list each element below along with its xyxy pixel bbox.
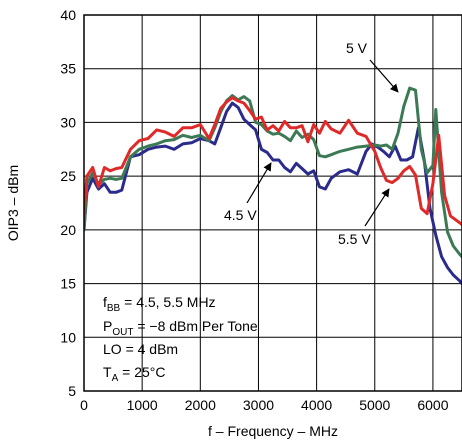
x-axis-title: f – Frequency – MHz bbox=[208, 423, 338, 439]
y-tick-label: 10 bbox=[60, 329, 76, 345]
y-tick-label: 40 bbox=[60, 7, 76, 23]
x-tick-label: 0 bbox=[80, 397, 88, 413]
series-line-5-5v bbox=[84, 96, 462, 226]
test-conditions: fBB = 4.5, 5.5 MHz POUT = −8 dBm Per Ton… bbox=[103, 294, 258, 384]
y-tick-label: 5 bbox=[68, 383, 76, 399]
annotation-5-5v-label: 5.5 V bbox=[338, 231, 371, 247]
x-tick-label: 5000 bbox=[359, 397, 390, 413]
y-tick-label: 35 bbox=[60, 61, 76, 77]
condition-fbb: fBB = 4.5, 5.5 MHz bbox=[103, 294, 216, 314]
series-layer bbox=[84, 86, 462, 286]
y-tick-label: 25 bbox=[60, 168, 76, 184]
annotation-5v-label: 5 V bbox=[346, 40, 368, 56]
annotation-5v: 5 V bbox=[346, 40, 399, 93]
annotation-4-5v-arrow bbox=[246, 162, 272, 204]
x-tick-label: 3000 bbox=[243, 397, 274, 413]
tick-labels: 5 10 15 20 25 30 35 40 0 1000 2000 3000 4000 5000 6000 bbox=[60, 7, 448, 413]
annotation-5-5v-arrow bbox=[364, 188, 390, 227]
annotation-5-5v: 5.5 V bbox=[338, 188, 390, 247]
condition-lo: LO = 4 dBm bbox=[103, 341, 178, 357]
y-tick-label: 20 bbox=[60, 222, 76, 238]
condition-pout: POUT = −8 dBm Per Tone bbox=[103, 318, 258, 338]
x-tick-label: 1000 bbox=[127, 397, 158, 413]
series-line-4-5v bbox=[84, 101, 462, 286]
x-tick-label: 6000 bbox=[417, 397, 448, 413]
x-tick-label: 4000 bbox=[301, 397, 332, 413]
series-line-5v bbox=[84, 86, 462, 259]
plot-background bbox=[84, 15, 462, 391]
plot-frame bbox=[83, 14, 462, 392]
annotation-4-5v: 4.5 V bbox=[224, 162, 272, 223]
y-tick-label: 15 bbox=[60, 276, 76, 292]
y-tick-label: 30 bbox=[60, 114, 76, 130]
annotation-4-5v-label: 4.5 V bbox=[224, 207, 257, 223]
condition-ta: TA = 25°C bbox=[103, 364, 165, 384]
y-axis-title: OIP3 – dBm bbox=[5, 165, 21, 241]
x-tick-label: 2000 bbox=[185, 397, 216, 413]
gridlines bbox=[84, 15, 462, 391]
annotation-5v-arrow bbox=[369, 59, 399, 93]
